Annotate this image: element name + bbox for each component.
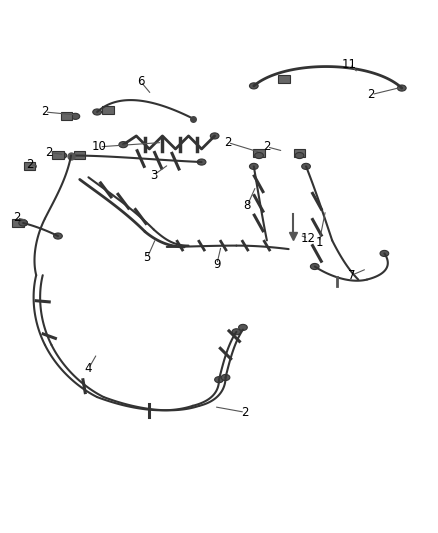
Text: 2: 2 — [263, 140, 271, 154]
Text: 9: 9 — [213, 258, 221, 271]
Bar — [74, 151, 85, 159]
Ellipse shape — [250, 163, 258, 169]
Ellipse shape — [53, 233, 62, 239]
Bar — [61, 112, 72, 120]
Text: 8: 8 — [244, 199, 251, 212]
Ellipse shape — [311, 263, 319, 270]
Text: 7: 7 — [348, 269, 356, 282]
Bar — [278, 75, 290, 84]
Bar — [294, 149, 305, 157]
Ellipse shape — [295, 152, 304, 158]
Bar — [52, 151, 64, 159]
Ellipse shape — [28, 163, 36, 169]
Text: 2: 2 — [241, 406, 249, 419]
Ellipse shape — [197, 159, 206, 165]
Ellipse shape — [19, 220, 28, 226]
Ellipse shape — [239, 325, 247, 330]
Text: 2: 2 — [26, 158, 33, 171]
Text: 10: 10 — [92, 140, 107, 154]
Bar — [102, 106, 114, 114]
Ellipse shape — [232, 329, 241, 335]
Text: 2: 2 — [367, 88, 375, 101]
Ellipse shape — [93, 109, 102, 115]
Text: 12: 12 — [301, 232, 316, 245]
Text: 4: 4 — [85, 362, 92, 375]
Ellipse shape — [250, 83, 258, 89]
Text: 6: 6 — [137, 75, 145, 88]
Ellipse shape — [58, 152, 67, 158]
Text: 2: 2 — [224, 136, 231, 149]
Ellipse shape — [210, 133, 219, 139]
Ellipse shape — [254, 152, 263, 158]
Ellipse shape — [380, 251, 389, 256]
Text: 2: 2 — [46, 146, 53, 159]
Text: 2: 2 — [41, 106, 49, 118]
Text: 1: 1 — [315, 236, 323, 249]
Text: 3: 3 — [150, 168, 157, 182]
Bar — [253, 149, 265, 157]
Ellipse shape — [19, 220, 28, 226]
Ellipse shape — [71, 114, 80, 119]
Ellipse shape — [221, 375, 230, 381]
Text: 2: 2 — [13, 211, 21, 224]
Text: 11: 11 — [342, 58, 357, 70]
Ellipse shape — [302, 163, 311, 169]
Ellipse shape — [215, 377, 223, 383]
Ellipse shape — [397, 85, 406, 91]
Bar — [24, 162, 35, 170]
Bar — [12, 219, 24, 227]
Ellipse shape — [119, 142, 127, 148]
Text: 5: 5 — [144, 251, 151, 264]
